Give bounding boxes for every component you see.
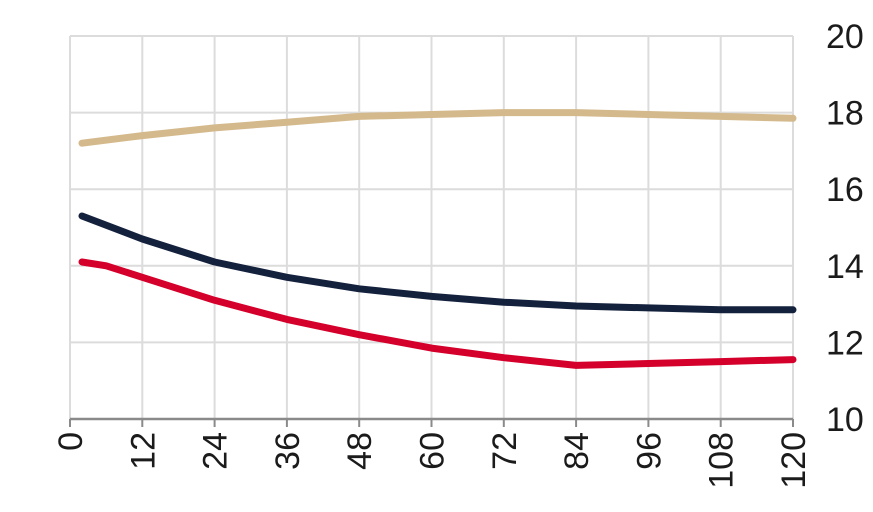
axes — [69, 417, 794, 427]
x-tick-label: 60 — [414, 432, 452, 470]
y-tick-label: 18 — [826, 95, 864, 133]
x-tick-label: 120 — [775, 432, 813, 489]
x-tick-label: 48 — [341, 432, 379, 470]
x-tick-label: 72 — [486, 432, 524, 470]
x-tick-label: 96 — [630, 432, 668, 470]
series-lines — [78, 109, 797, 369]
x-tick-label: 84 — [558, 432, 596, 470]
x-tick-label: 0 — [52, 432, 90, 451]
y-tick-label: 10 — [826, 401, 864, 439]
series-line-1 — [78, 109, 797, 147]
x-tick-label: 12 — [124, 432, 162, 470]
x-tick-label: 108 — [703, 432, 741, 489]
y-tick-label: 16 — [826, 171, 864, 209]
y-tick-labels: 10 12 14 16 18 20 — [826, 18, 864, 439]
x-tick-label: 36 — [269, 432, 307, 470]
y-tick-label: 14 — [826, 248, 864, 286]
y-tick-label: 12 — [826, 324, 864, 362]
series-line-3 — [78, 258, 797, 369]
y-tick-label: 20 — [826, 18, 864, 56]
series-line-2 — [78, 212, 797, 314]
x-tick-labels: 0 12 24 36 48 60 72 84 96 108 120 — [52, 432, 813, 489]
x-tick-label: 24 — [197, 432, 235, 470]
